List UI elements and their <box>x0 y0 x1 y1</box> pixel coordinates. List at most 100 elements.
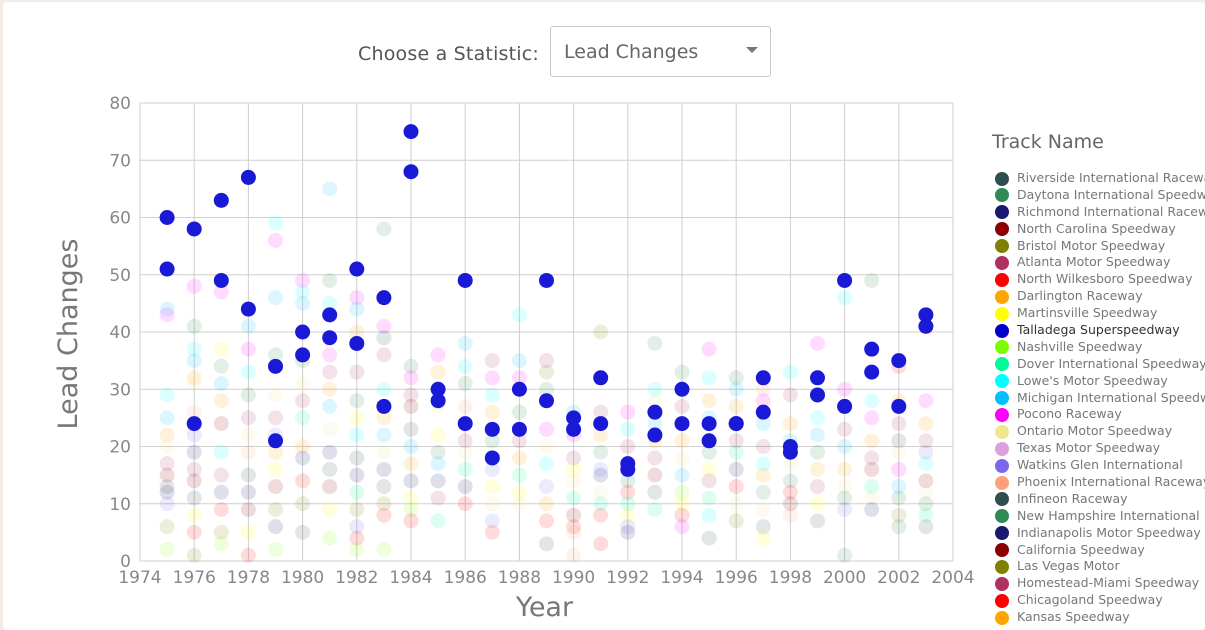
background-point <box>837 547 853 563</box>
background-point <box>593 427 609 443</box>
background-point <box>755 456 771 472</box>
background-point <box>674 467 690 483</box>
legend-label: Atlanta Motor Speedway <box>1017 254 1171 270</box>
x-tick-label: 1986 <box>444 568 487 588</box>
legend-item[interactable]: North Carolina Speedway <box>995 221 1205 238</box>
x-tick-label: 1990 <box>552 568 595 588</box>
chevron-down-icon[interactable] <box>746 47 758 53</box>
legend-item[interactable]: Ontario Motor Speedway <box>995 423 1205 440</box>
background-point <box>349 324 365 340</box>
background-point <box>647 467 663 483</box>
legend-label: Texas Motor Speedway <box>1017 440 1161 456</box>
legend-item[interactable]: New Hampshire International <box>995 508 1205 525</box>
legend-item[interactable]: Nashville Speedway <box>995 339 1205 356</box>
legend-swatch <box>995 492 1009 507</box>
legend-item[interactable]: Phoenix International Raceway <box>995 474 1205 491</box>
legend-item[interactable]: Talladega Superspeedway <box>995 322 1205 339</box>
legend-item[interactable]: Homestead-Miami Speedway <box>995 575 1205 592</box>
legend-item[interactable]: Atlanta Motor Speedway <box>995 254 1205 271</box>
legend-item[interactable]: Watkins Glen International <box>995 457 1205 474</box>
background-point <box>511 404 527 420</box>
legend-title: Track Name <box>992 131 1104 153</box>
background-point <box>810 427 825 443</box>
background-point <box>539 479 554 495</box>
background-point <box>782 484 798 500</box>
legend-label: Indianapolis Motor Speedway <box>1017 524 1201 540</box>
background-point <box>647 416 663 432</box>
legend-item[interactable]: Bristol Motor Speedway <box>995 238 1205 255</box>
statistic-dropdown[interactable]: Lead Changes <box>550 26 771 77</box>
talladega-point <box>539 272 554 288</box>
legend-item[interactable]: California Speedway <box>995 542 1205 559</box>
background-point <box>240 444 256 460</box>
legend-label: Lowe's Motor Speedway <box>1017 372 1168 388</box>
legend-item[interactable]: Darlington Raceway <box>995 288 1205 305</box>
background-point <box>376 347 392 363</box>
background-point <box>566 473 582 489</box>
background-point <box>837 461 853 477</box>
legend-item[interactable]: Texas Motor Speedway <box>995 440 1205 457</box>
x-tick-label: 1974 <box>118 568 161 588</box>
talladega-point <box>295 324 311 340</box>
talladega-point <box>403 164 419 180</box>
background-point <box>484 496 500 512</box>
background-point <box>376 461 392 477</box>
background-point <box>891 433 907 449</box>
legend-item[interactable]: Las Vegas Motor <box>995 558 1205 575</box>
legend-item[interactable]: Martinsville Speedway <box>995 305 1205 322</box>
talladega-point <box>810 387 825 403</box>
background-point <box>620 524 636 540</box>
legend-swatch <box>995 424 1009 439</box>
talladega-point <box>918 307 934 323</box>
background-point <box>349 501 365 517</box>
background-point <box>620 404 636 420</box>
legend-item[interactable]: Michigan International Speedway <box>995 390 1205 407</box>
background-point <box>430 456 446 472</box>
background-point <box>349 393 365 409</box>
background-point <box>159 484 175 500</box>
legend-item[interactable]: Richmond International Raceway <box>995 204 1205 221</box>
legend-item[interactable]: Chicagoland Speedway <box>995 592 1205 609</box>
background-point <box>593 467 609 483</box>
legend-item[interactable]: Lowe's Motor Speedway <box>995 373 1205 390</box>
background-point <box>782 456 798 472</box>
background-point <box>430 513 446 529</box>
x-tick-label: 1992 <box>606 568 649 588</box>
legend-item[interactable]: Pocono Raceway <box>995 406 1205 423</box>
background-point <box>295 295 311 311</box>
background-point <box>701 393 717 409</box>
background-point <box>240 467 256 483</box>
x-tick-label: 2002 <box>877 568 920 588</box>
background-point <box>159 542 175 558</box>
talladega-point <box>701 416 717 432</box>
legend-item[interactable]: Daytona International Speedway <box>995 187 1205 204</box>
legend-label: Bristol Motor Speedway <box>1017 237 1166 253</box>
legend-item[interactable]: Infineon Raceway <box>995 491 1205 508</box>
background-point <box>322 347 338 363</box>
talladega-point <box>674 381 690 397</box>
background-point <box>295 473 311 489</box>
background-point <box>349 484 365 500</box>
background-point <box>891 519 907 535</box>
background-point <box>295 439 311 454</box>
background-point <box>240 341 256 357</box>
legend-item[interactable]: Indianapolis Motor Speedway <box>995 525 1205 542</box>
background-point <box>701 507 717 523</box>
background-point <box>647 393 663 409</box>
legend-item[interactable]: Kansas Speedway <box>995 609 1205 626</box>
legend-item[interactable]: Riverside International Raceway <box>995 170 1205 187</box>
legend-item[interactable]: North Wilkesboro Speedway <box>995 271 1205 288</box>
background-point <box>295 376 311 392</box>
background-point <box>566 547 582 563</box>
background-point <box>268 479 283 495</box>
background-point <box>728 433 744 449</box>
background-point <box>213 484 229 500</box>
background-point <box>837 501 853 517</box>
legend-item[interactable]: Dover International Speedway <box>995 356 1205 373</box>
background-point <box>755 501 771 517</box>
talladega-point <box>620 461 636 477</box>
background-point <box>268 410 283 426</box>
background-point <box>593 404 609 420</box>
statistic-label: Choose a Statistic: <box>358 43 540 65</box>
background-point <box>837 290 853 306</box>
